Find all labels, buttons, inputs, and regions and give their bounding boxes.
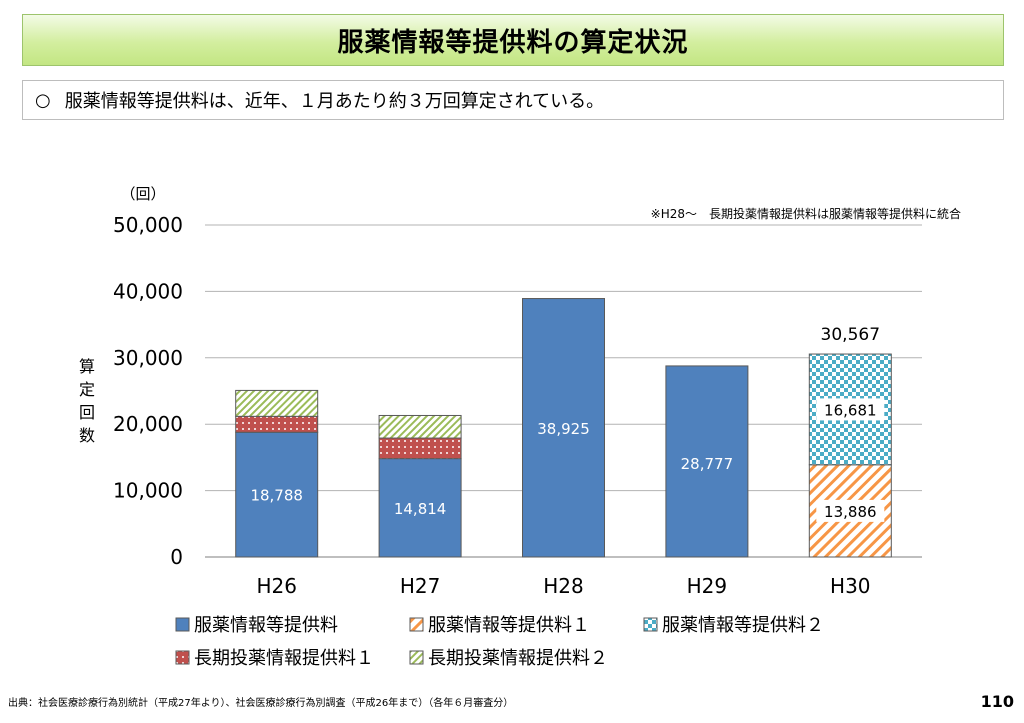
y-tick-label: 40,000 [113,279,183,303]
bar-H26-4 [235,415,319,433]
legend-swatch [643,617,658,632]
y-tick-label: 0 [170,545,183,569]
legend-swatch [175,650,190,665]
slide-title-bar: 服薬情報等提供料の算定状況 [22,14,1004,66]
y-tick-label: 30,000 [113,346,183,370]
summary-text: 服薬情報等提供料は、近年、１月あたり約３万回算定されている。 [64,91,605,112]
x-tick-label: H26 [256,574,297,598]
data-label-bg [816,398,885,421]
data-label-bg [816,499,885,522]
x-tick-label: H30 [830,574,871,598]
legend-label: 長期投薬情報提供料２ [428,648,608,669]
chart-note: ※H28～ 長期投薬情報提供料は服薬情報等提供料に統合 [651,206,961,221]
x-tick-label: H28 [543,574,584,598]
y-axis-label-char: 定 [79,380,95,399]
y-axis-label-char: 数 [79,426,95,445]
data-label: 38,925 [537,420,590,438]
data-labels: 18,788 14,814 38,925 28,777 13,886 16,681 30,5… [250,325,885,522]
legend-label: 服薬情報等提供料 [194,615,338,636]
x-tick-label: H29 [687,574,728,598]
bullet-circle: ○ [35,89,51,111]
y-tick-label: 20,000 [113,412,183,436]
y-axis-label-char: 算 [79,357,95,376]
bar-H28-1 [522,298,605,558]
y-axis-label-char: 回 [79,403,95,422]
total-label: 30,567 [821,325,880,345]
page-number: 110 [980,692,1014,711]
y-tick-label: 10,000 [113,479,183,503]
bars [235,298,892,558]
bar-H27-5 [378,414,462,439]
legend-label: 長期投薬情報提供料１ [194,648,374,669]
stacked-bar-chart: 18,788 14,814 38,925 28,777 13,886 16,681 30,5… [79,185,961,669]
y-tick-label: 50,000 [113,213,183,237]
data-label: 16,681 [824,401,877,419]
bar-H27-4 [378,437,462,460]
legend-swatch [409,617,424,632]
legend-label: 服薬情報等提供料１ [428,615,590,636]
data-label: 28,777 [681,455,734,473]
legend-swatch [409,650,424,665]
bar-H29-1 [665,365,749,558]
slide-title: 服薬情報等提供料の算定状況 [337,27,689,58]
data-label: 14,814 [394,500,447,518]
summary-box: ○ 服薬情報等提供料は、近年、１月あたり約３万回算定されている。 [22,80,1004,120]
source-note: 出典：社会医療診療行為別統計（平成27年より）、社会医療診療行為別調査（平成26… [8,698,514,709]
data-label: 18,788 [250,487,303,505]
legend-label: 服薬情報等提供料２ [662,615,824,636]
y-unit-label: （回） [120,185,165,203]
legend: 服薬情報等提供料 服薬情報等提供料１ 服薬情報等提供料２ 長期投薬情報提供料１ 長期投薬… [175,615,824,669]
legend-swatch [175,617,190,632]
bar-H26-5 [235,389,319,417]
x-tick-label: H27 [400,574,441,598]
data-label: 13,886 [824,503,877,521]
